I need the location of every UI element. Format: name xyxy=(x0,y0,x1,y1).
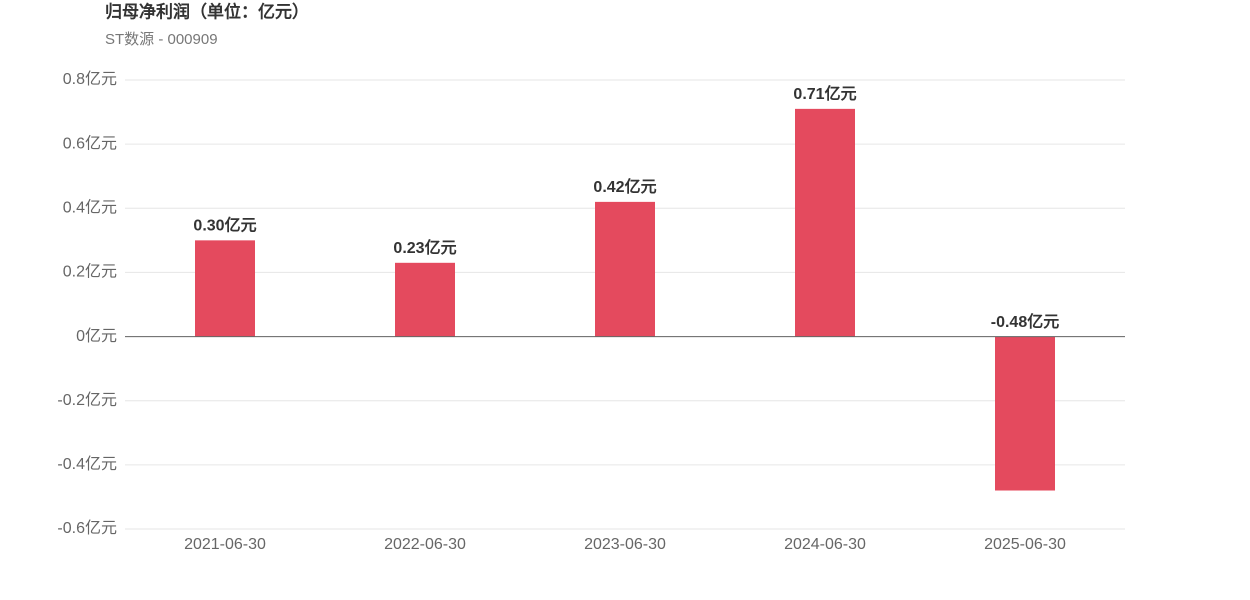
bar xyxy=(395,262,455,337)
chart-subtitle: ST数源 - 000909 xyxy=(105,31,218,48)
bar xyxy=(795,108,855,337)
y-tick-label: 0.8亿元 xyxy=(63,70,117,88)
y-tick-label: 0.2亿元 xyxy=(63,263,117,281)
y-tick-label: 0.4亿元 xyxy=(63,199,117,217)
data-label: 0.30亿元 xyxy=(193,216,256,235)
x-tick-label: 2025-06-30 xyxy=(984,536,1066,553)
y-tick-label: -0.6亿元 xyxy=(57,519,117,537)
data-label: -0.48亿元 xyxy=(991,312,1059,331)
bar xyxy=(995,336,1055,491)
y-tick-label: -0.4亿元 xyxy=(57,455,117,473)
x-tick-label: 2021-06-30 xyxy=(184,536,266,553)
data-label: 0.71亿元 xyxy=(793,84,856,103)
y-tick-label: 0.6亿元 xyxy=(63,134,117,152)
data-label: 0.23亿元 xyxy=(393,238,456,257)
data-label: 0.42亿元 xyxy=(593,177,656,196)
chart-title: 归母净利润（单位：亿元） xyxy=(105,1,309,21)
x-tick-label: 2022-06-30 xyxy=(384,536,466,553)
x-tick-label: 2024-06-30 xyxy=(784,536,866,553)
x-tick-label: 2023-06-30 xyxy=(584,536,666,553)
y-tick-label: -0.2亿元 xyxy=(57,391,117,409)
bar xyxy=(595,201,655,337)
y-tick-label: 0亿元 xyxy=(76,327,117,345)
bar xyxy=(195,240,255,337)
